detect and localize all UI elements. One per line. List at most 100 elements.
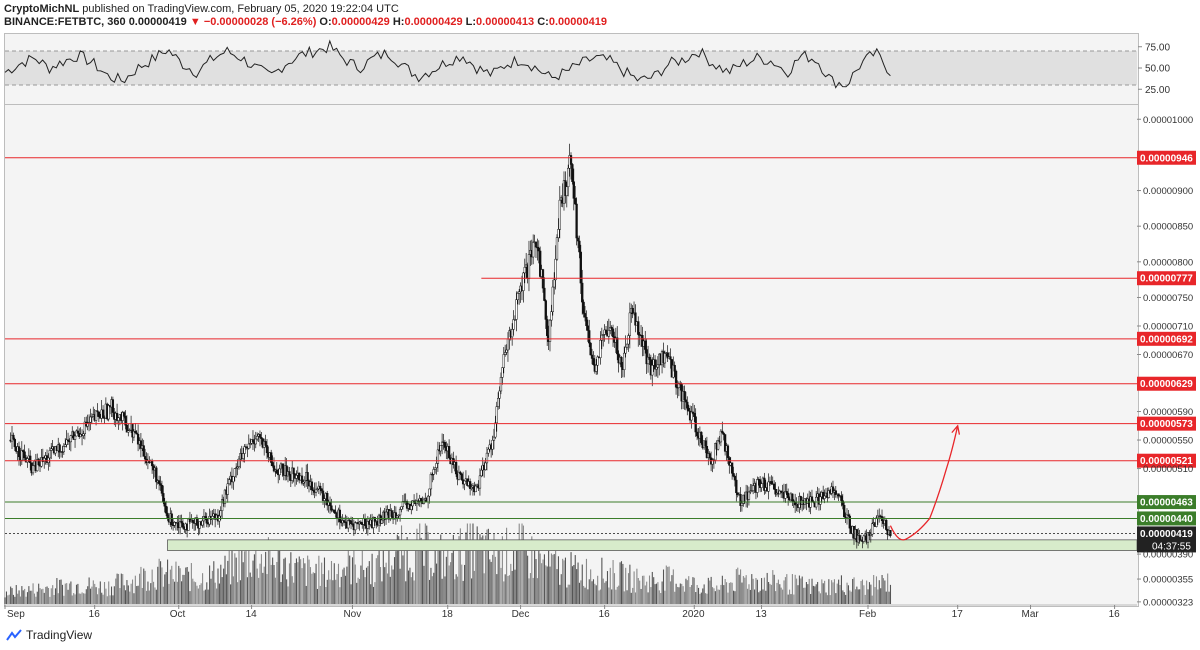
candle-body xyxy=(687,407,690,412)
volume-bar xyxy=(258,577,260,604)
volume-bar xyxy=(597,575,599,604)
volume-bar xyxy=(57,593,59,604)
volume-bar xyxy=(796,578,798,604)
volume-bar xyxy=(472,523,474,604)
brand-footer[interactable]: TradingView xyxy=(6,628,92,642)
volume-bar xyxy=(217,568,219,604)
volume-bar xyxy=(513,551,515,604)
candle-body xyxy=(732,473,735,477)
volume-bar xyxy=(620,561,623,604)
low-label: L: xyxy=(465,16,477,28)
candle-body xyxy=(721,430,724,434)
volume-bar xyxy=(267,537,269,604)
volume-bar xyxy=(84,593,86,604)
open-value: 0.00000429 xyxy=(331,16,390,28)
candle-body xyxy=(767,481,770,492)
candle-body xyxy=(823,495,826,499)
candle-body xyxy=(228,479,231,485)
volume-bar xyxy=(854,589,857,604)
volume-bar xyxy=(144,570,146,604)
volume-bar xyxy=(877,589,879,604)
volume-bar xyxy=(314,573,316,604)
volume-bar xyxy=(185,567,187,604)
candle-body xyxy=(233,468,236,477)
volume-bar xyxy=(578,582,581,604)
volume-bar xyxy=(657,582,659,604)
candle-body xyxy=(428,488,431,497)
price-tick-label: 0.00000323 xyxy=(1143,597,1193,608)
candle-body xyxy=(831,486,835,493)
volume-bar xyxy=(354,564,356,604)
volume-bar xyxy=(319,585,321,604)
candle-body xyxy=(512,319,515,330)
volume-bar xyxy=(759,590,761,604)
price-tick-label: 0.00000510 xyxy=(1143,464,1193,475)
volume-bar xyxy=(839,585,841,604)
volume-bar xyxy=(309,567,312,604)
volume-bar xyxy=(749,589,751,604)
candle-body xyxy=(575,203,578,239)
volume-bar xyxy=(88,577,90,604)
volume-bar xyxy=(181,581,183,604)
candle-body xyxy=(837,493,840,497)
volume-bar xyxy=(784,577,786,604)
candle-body xyxy=(247,443,250,449)
volume-bar xyxy=(556,569,558,604)
candle-body xyxy=(349,520,353,524)
volume-bar xyxy=(864,594,866,604)
volume-bar xyxy=(493,533,495,604)
volume-bar xyxy=(255,543,257,604)
price-tick-label: 0.00000355 xyxy=(1143,575,1193,586)
volume-bar xyxy=(688,576,690,604)
volume-bar xyxy=(758,592,760,604)
support-level-label: 0.00000463 xyxy=(1140,498,1193,509)
volume-bar xyxy=(835,593,837,604)
volume-bar xyxy=(129,591,131,604)
symbol-label[interactable]: BINANCE:FETBTC, 360 xyxy=(4,16,126,28)
candle-body xyxy=(372,517,375,528)
volume-bar xyxy=(831,580,833,604)
candle-body xyxy=(596,356,599,366)
volume-bar xyxy=(357,577,359,604)
candle-body xyxy=(260,437,263,439)
volume-bar xyxy=(709,580,711,604)
candle-body xyxy=(728,457,731,466)
resistance-level-tag xyxy=(1137,150,1196,165)
volume-bar xyxy=(605,581,607,604)
candle-body xyxy=(300,475,304,484)
volume-bar xyxy=(859,589,861,604)
volume-bar xyxy=(80,593,82,604)
volume-bar xyxy=(293,582,295,604)
volume-bar xyxy=(137,585,139,604)
volume-bar xyxy=(717,589,719,604)
volume-bar xyxy=(43,592,45,604)
volume-bar xyxy=(358,578,361,604)
volume-bar xyxy=(546,566,548,604)
volume-bar xyxy=(300,559,302,604)
volume-bar xyxy=(165,572,167,604)
volume-bar xyxy=(641,575,644,604)
volume-bar xyxy=(569,584,571,604)
author-name[interactable]: CryptoMichNL xyxy=(4,3,80,15)
volume-bar xyxy=(228,549,230,604)
volume-bar xyxy=(613,573,616,604)
candle-body xyxy=(328,502,332,507)
volume-bar xyxy=(476,526,478,604)
volume-bar xyxy=(704,593,707,604)
volume-bar xyxy=(196,585,198,604)
volume-bar xyxy=(492,554,494,604)
time-tick-label: Sep xyxy=(7,609,25,620)
candle-body xyxy=(648,356,651,360)
volume-bar xyxy=(573,564,575,604)
volume-bar xyxy=(232,576,234,604)
volume-bar xyxy=(541,563,543,604)
candle-body xyxy=(637,321,640,335)
candle-body xyxy=(201,520,204,526)
volume-bar xyxy=(419,523,421,604)
candle-body xyxy=(666,352,669,359)
candle-body xyxy=(219,510,222,517)
volume-bar xyxy=(96,594,99,604)
time-tick-label: 16 xyxy=(1109,609,1121,620)
price-tick-label: 0.00000590 xyxy=(1143,407,1193,418)
volume-bar xyxy=(266,574,268,604)
